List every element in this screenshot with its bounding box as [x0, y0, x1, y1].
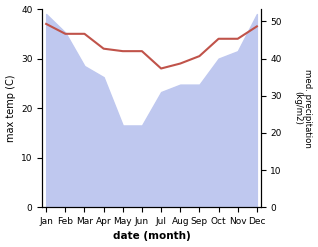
Y-axis label: max temp (C): max temp (C) — [5, 74, 16, 142]
X-axis label: date (month): date (month) — [113, 231, 190, 242]
Y-axis label: med. precipitation
(kg/m2): med. precipitation (kg/m2) — [293, 69, 313, 147]
